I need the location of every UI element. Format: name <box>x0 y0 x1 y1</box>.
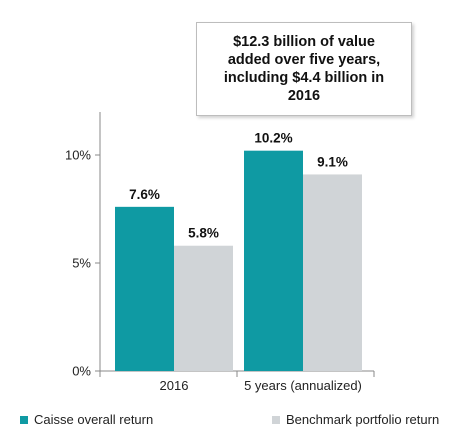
bar-benchmark-1 <box>303 174 362 371</box>
y-tick-label: 0% <box>72 364 91 379</box>
legend-label-benchmark: Benchmark portfolio return <box>286 412 440 427</box>
x-ticks <box>99 371 375 377</box>
data-label: 5.8% <box>188 226 219 241</box>
value-added-callout: $12.3 billion of value added over five y… <box>196 22 412 116</box>
legend: Caisse overall return Benchmark portfoli… <box>0 412 472 432</box>
category-label: 2016 <box>160 378 189 393</box>
bar-caisse-1 <box>244 150 303 371</box>
data-label: 9.1% <box>317 154 348 169</box>
data-label: 10.2% <box>254 131 292 146</box>
legend-item-caisse: Caisse overall return <box>20 412 153 427</box>
legend-swatch-caisse <box>20 415 28 424</box>
bar-caisse-0 <box>115 206 174 371</box>
data-labels: 7.6% 5.8% 10.2% 9.1% <box>129 131 348 241</box>
data-label: 7.6% <box>129 187 160 202</box>
category-label: 5 years (annualized) <box>244 378 362 393</box>
legend-swatch-benchmark <box>272 415 280 424</box>
callout-text: $12.3 billion of value added over five y… <box>223 34 385 104</box>
bars <box>115 150 362 371</box>
category-labels: 2016 5 years (annualized) <box>160 378 362 393</box>
y-ticks: 0% 5% 10% <box>65 148 100 379</box>
legend-label-caisse: Caisse overall return <box>34 412 154 427</box>
bar-benchmark-0 <box>174 245 233 371</box>
legend-item-benchmark: Benchmark portfolio return <box>272 412 439 427</box>
y-tick-label: 5% <box>72 256 91 271</box>
y-tick-label: 10% <box>65 148 91 163</box>
